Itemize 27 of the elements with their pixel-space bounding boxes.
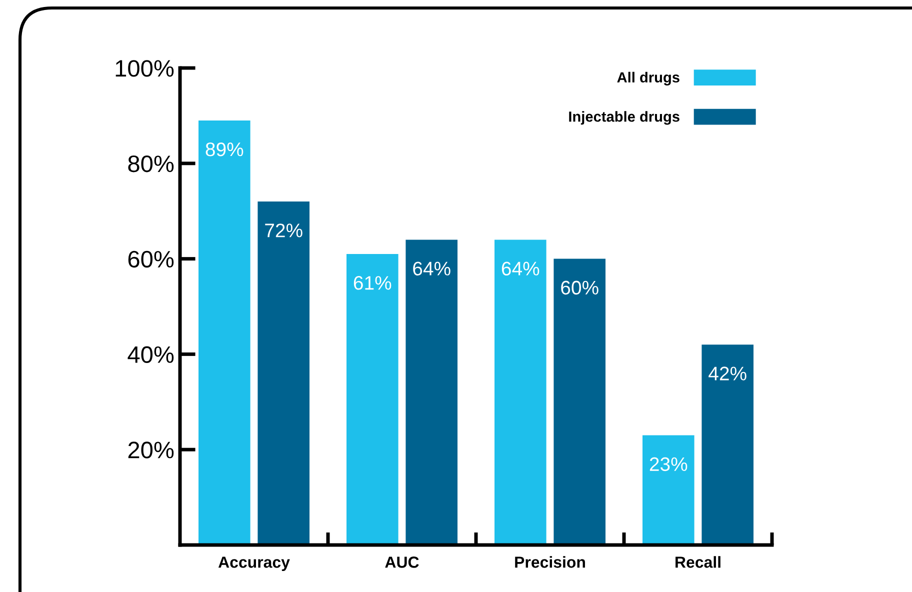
- data-label: 72%: [265, 224, 302, 238]
- x-tick-label: Precision: [515, 556, 585, 568]
- legend-label: Injectable drugs: [569, 111, 680, 125]
- y-tick-label: 60%: [128, 250, 174, 268]
- bar: [258, 202, 310, 545]
- legend-label: All drugs: [617, 72, 680, 86]
- bar: [702, 344, 754, 545]
- bar: [494, 240, 546, 545]
- data-label: 60%: [561, 280, 598, 295]
- bar: [346, 254, 398, 545]
- x-tick-label: AUC: [385, 556, 419, 568]
- bar: [406, 240, 458, 545]
- bar: [554, 258, 606, 545]
- data-label: 42%: [708, 366, 746, 380]
- x-tick-label: Accuracy: [218, 556, 290, 571]
- x-tick-label: Recall: [676, 556, 720, 568]
- y-tick-label: 40%: [128, 346, 174, 363]
- data-label: 64%: [502, 262, 540, 276]
- data-label: 61%: [354, 276, 392, 290]
- data-label: 89%: [206, 142, 244, 156]
- data-label: 64%: [413, 262, 450, 276]
- data-label: 23%: [650, 457, 688, 472]
- y-tick-label: 100%: [116, 60, 174, 77]
- bar: [198, 120, 250, 545]
- y-tick-label: 20%: [128, 442, 174, 458]
- bar: [642, 435, 694, 545]
- y-tick-label: 80%: [128, 155, 174, 172]
